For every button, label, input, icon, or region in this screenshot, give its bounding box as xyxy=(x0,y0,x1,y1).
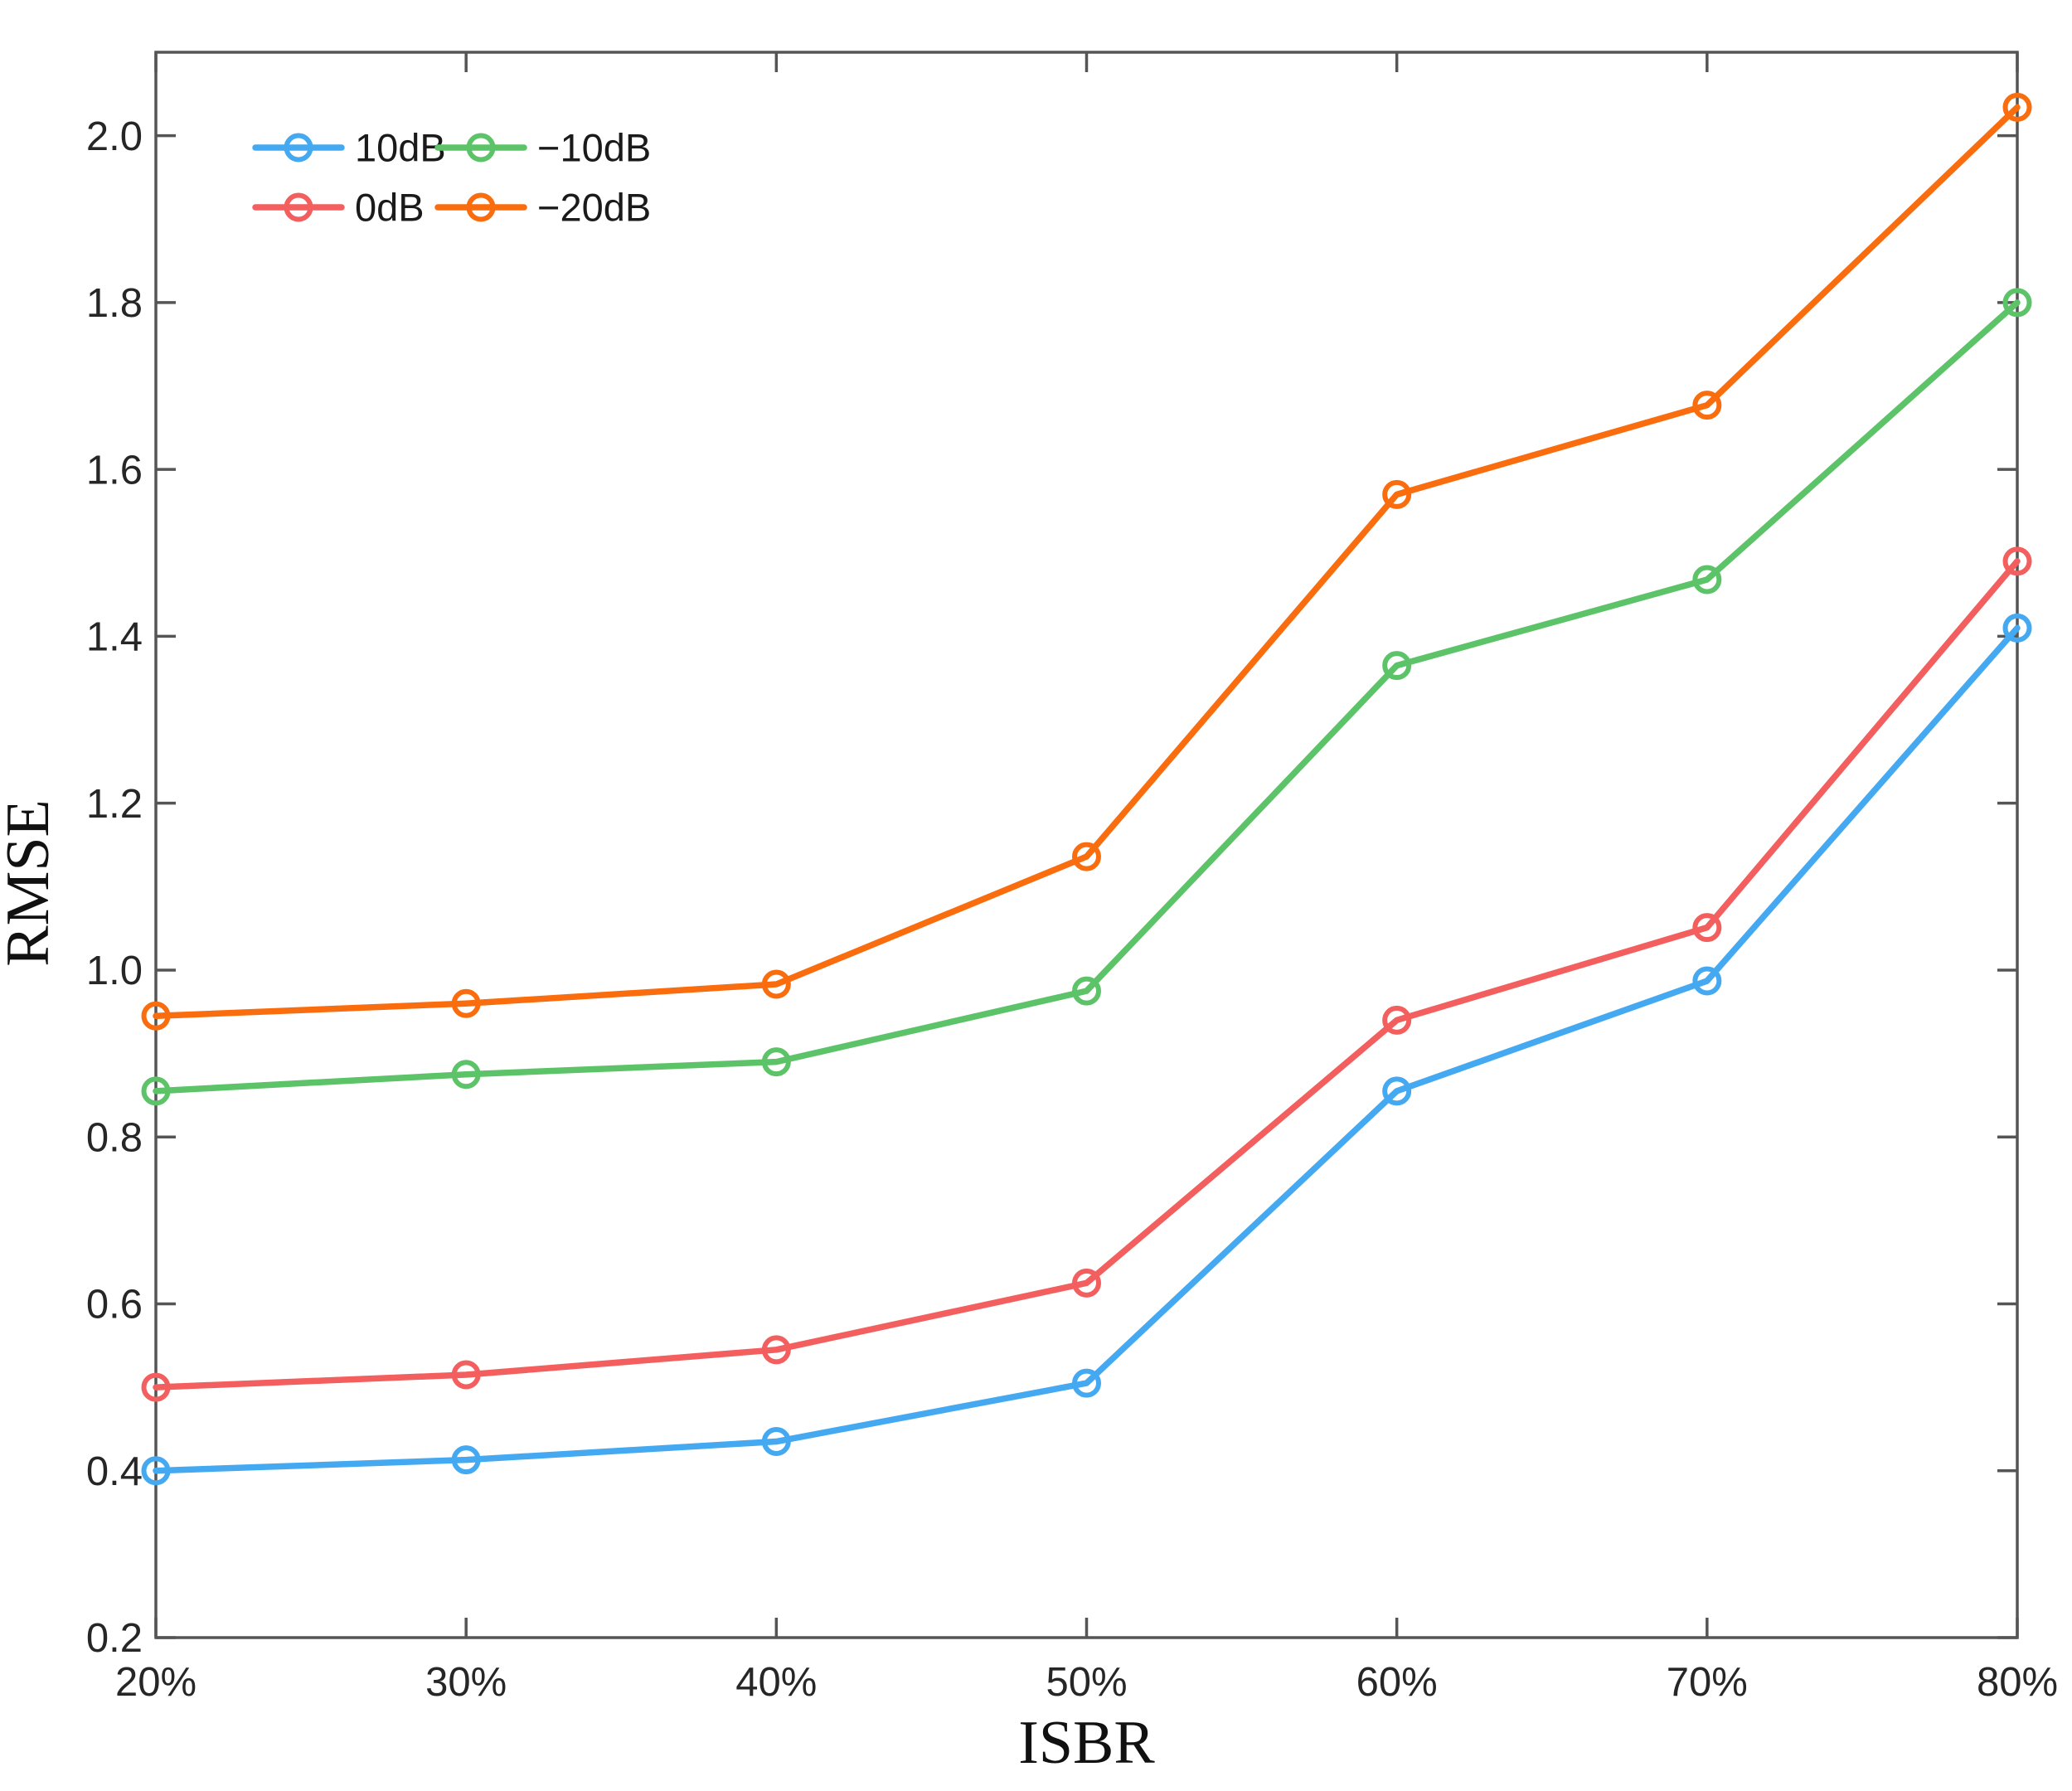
data-point-−20dB-50% xyxy=(1072,842,1101,871)
data-point-10dB-50% xyxy=(1072,1368,1101,1398)
x-tick-label: 30% xyxy=(425,1660,507,1705)
legend-marker-−20dB xyxy=(466,192,496,222)
data-point-0dB-70% xyxy=(1692,913,1722,943)
legend-label-0dB: 0dB xyxy=(355,185,425,229)
legend-marker-0dB xyxy=(284,192,313,222)
y-tick-label: 2.0 xyxy=(86,114,143,159)
data-point-10dB-30% xyxy=(451,1445,481,1475)
data-point-10dB-60% xyxy=(1382,1076,1412,1106)
x-tick-label: 60% xyxy=(1356,1660,1438,1705)
data-point-−10dB-70% xyxy=(1692,565,1722,595)
data-point-−10dB-50% xyxy=(1072,976,1101,1006)
y-axis-title: RMSE xyxy=(0,799,62,967)
y-tick-label: 0.4 xyxy=(86,1449,143,1494)
data-point-−10dB-60% xyxy=(1382,651,1412,681)
data-point-−20dB-80% xyxy=(2002,92,2032,122)
data-point-−10dB-80% xyxy=(2002,288,2032,318)
y-tick-label: 0.2 xyxy=(86,1616,143,1661)
data-point-−20dB-30% xyxy=(451,988,481,1018)
data-point-0dB-30% xyxy=(451,1360,481,1390)
data-point-10dB-70% xyxy=(1692,966,1722,996)
legend-label-−10dB: −10dB xyxy=(537,125,651,169)
series-line-10dB xyxy=(153,624,2021,1474)
series-line-0dB xyxy=(153,558,2021,1391)
data-point-−10dB-30% xyxy=(451,1060,481,1090)
legend-marker-−10dB xyxy=(466,133,496,163)
y-tick-label: 1.8 xyxy=(86,281,143,326)
x-tick-label: 20% xyxy=(115,1660,197,1705)
data-point-0dB-20% xyxy=(141,1372,171,1402)
legend: 10dB −10dB 0dB −20dB xyxy=(252,125,651,229)
data-point-−20dB-20% xyxy=(141,1001,171,1031)
x-tick-label: 40% xyxy=(735,1660,817,1705)
x-tick-label: 80% xyxy=(1977,1660,2058,1705)
series-line-−20dB xyxy=(153,104,2021,1020)
series-line-−10dB xyxy=(153,299,2021,1094)
data-point-−10dB-20% xyxy=(141,1076,171,1106)
data-point-10dB-40% xyxy=(761,1427,791,1457)
data-point-−20dB-70% xyxy=(1692,391,1722,420)
y-tick-label: 0.8 xyxy=(86,1115,143,1160)
y-tick-label: 1.4 xyxy=(86,615,143,660)
y-tick-label: 1.2 xyxy=(86,782,143,827)
x-tick-label: 70% xyxy=(1667,1660,1748,1705)
y-tick-label: 0.6 xyxy=(86,1283,143,1327)
y-tick-label: 1.0 xyxy=(86,949,143,993)
data-point-−20dB-60% xyxy=(1382,479,1412,509)
data-point-0dB-80% xyxy=(2002,546,2032,576)
axis-ticks-layer: 0.2 0.4 0.6 0.8 1.0 1.2 1.4 1.6 1.8 2.0 20% 30% 40% 5… xyxy=(86,52,2058,1705)
x-tick-label: 50% xyxy=(1046,1660,1127,1705)
legend-marker-10dB xyxy=(284,133,313,163)
data-point-−10dB-40% xyxy=(761,1047,791,1077)
plot-border xyxy=(154,51,2019,1639)
data-point-10dB-20% xyxy=(141,1456,171,1486)
data-point-10dB-80% xyxy=(2002,613,2032,643)
data-point-0dB-40% xyxy=(761,1335,791,1365)
data-point-−20dB-40% xyxy=(761,969,791,999)
series-layer xyxy=(141,92,2032,1486)
data-point-0dB-60% xyxy=(1382,1005,1412,1035)
y-tick-label: 1.6 xyxy=(86,448,143,493)
legend-label-10dB: 10dB xyxy=(355,125,446,169)
data-point-0dB-50% xyxy=(1072,1268,1101,1298)
legend-label-−20dB: −20dB xyxy=(537,185,651,229)
axis-titles-layer: RMSE ISBR xyxy=(0,799,1155,1777)
x-axis-title: ISBR xyxy=(1018,1709,1155,1777)
